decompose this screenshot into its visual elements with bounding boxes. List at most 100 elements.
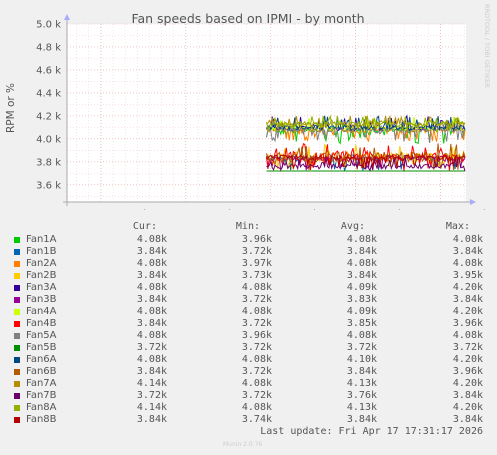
y-tick-label: 3.8 k xyxy=(36,157,61,168)
series-line-fan5a xyxy=(266,125,466,144)
legend-value-cur: 3.84k xyxy=(136,366,167,377)
series-line-fan6b xyxy=(266,143,466,171)
legend-value-avg: 4.13k xyxy=(346,402,377,413)
legend-value-avg: 4.08k xyxy=(346,258,377,269)
legend-swatch xyxy=(14,285,20,291)
legend-header-cur: Cur: xyxy=(132,221,157,232)
y-tick-label: 4.4 k xyxy=(36,88,61,99)
legend-swatch xyxy=(14,381,20,387)
y-axis-arrow xyxy=(64,14,70,20)
legend-series-name: Fan3B xyxy=(26,294,57,305)
y-axis-label: RPM or % xyxy=(5,83,17,133)
legend-value-cur: 3.84k xyxy=(136,318,167,329)
legend-row-fan1a: Fan1A 4.08k 3.96k 4.08k 4.08k xyxy=(0,234,497,246)
legend-value-cur: 3.84k xyxy=(136,246,167,257)
legend-row-fan6b: Fan6B 3.84k 3.72k 3.84k 3.96k xyxy=(0,366,497,378)
series-line-fan8a xyxy=(266,114,466,132)
legend-series-name: Fan2B xyxy=(26,270,57,281)
legend-header-min: Min: xyxy=(235,221,260,232)
legend-value-avg: 3.84k xyxy=(346,270,377,281)
legend-value-min: 3.74k xyxy=(241,414,272,425)
legend-row-fan1b: Fan1B 3.84k 3.72k 3.84k 3.84k xyxy=(0,246,497,258)
legend-series-name: Fan5B xyxy=(26,342,57,353)
legend-row-fan8a: Fan8A 4.14k 4.08k 4.13k 4.20k xyxy=(0,402,497,414)
legend-value-cur: 3.72k xyxy=(136,390,167,401)
legend-value-cur: 3.72k xyxy=(136,342,167,353)
y-tick-label: 4.8 k xyxy=(36,42,61,53)
legend-value-cur: 4.08k xyxy=(136,234,167,245)
series-line-fan8b xyxy=(266,153,466,170)
legend-row-fan6a: Fan6A 4.08k 4.08k 4.10k 4.20k xyxy=(0,354,497,366)
legend-series-name: Fan6A xyxy=(26,354,57,365)
legend-swatch xyxy=(14,321,20,327)
legend-value-cur: 3.84k xyxy=(136,270,167,281)
x-tick-label: Week 16 xyxy=(461,209,497,210)
legend-swatch xyxy=(14,333,20,339)
legend-series-name: Fan7B xyxy=(26,390,57,401)
legend-series-name: Fan1A xyxy=(26,234,57,245)
legend-value-min: 4.08k xyxy=(241,282,272,293)
legend-series-name: Fan4A xyxy=(26,306,57,317)
legend-value-cur: 4.14k xyxy=(136,402,167,413)
series-line-fan7a xyxy=(266,115,466,131)
legend-value-cur: 4.08k xyxy=(136,330,167,341)
legend-header-avg: Avg: xyxy=(340,221,365,232)
rrdtool-watermark: RRDTOOL / TOBI OETIKER xyxy=(483,4,491,88)
legend-value-max: 4.20k xyxy=(452,354,483,365)
legend-swatch xyxy=(14,369,20,375)
legend-row-fan4b: Fan4B 3.84k 3.72k 3.85k 3.96k xyxy=(0,318,497,330)
legend-value-min: 4.08k xyxy=(241,306,272,317)
legend-value-max: 3.84k xyxy=(452,246,483,257)
legend-swatch xyxy=(14,357,20,363)
legend-value-max: 4.08k xyxy=(452,330,483,341)
legend-value-cur: 4.08k xyxy=(136,258,167,269)
legend-value-avg: 4.09k xyxy=(346,306,377,317)
legend-series-name: Fan2A xyxy=(26,258,57,269)
legend-value-avg: 3.76k xyxy=(346,390,377,401)
legend-value-cur: 4.08k xyxy=(136,282,167,293)
legend-header: Cur: Min: Avg: Max: xyxy=(0,221,497,233)
legend-value-avg: 4.09k xyxy=(346,282,377,293)
legend-value-max: 3.96k xyxy=(452,318,483,329)
legend-value-avg: 3.72k xyxy=(346,342,377,353)
legend-swatch xyxy=(14,237,20,243)
legend-value-max: 4.20k xyxy=(452,306,483,317)
legend-value-max: 3.95k xyxy=(452,270,483,281)
legend-value-avg: 3.85k xyxy=(346,318,377,329)
series-line-fan2a xyxy=(266,126,466,143)
y-tick-label: 4.6 k xyxy=(36,65,61,76)
legend-value-max: 3.72k xyxy=(452,342,483,353)
legend-value-min: 3.73k xyxy=(241,270,272,281)
last-update-text: Last update: Fri Apr 17 17:31:17 2026 xyxy=(260,426,483,437)
legend-row-fan4a: Fan4A 4.08k 4.08k 4.09k 4.20k xyxy=(0,306,497,318)
chart-title: Fan speeds based on IPMI - by month xyxy=(131,11,364,26)
legend-value-min: 3.72k xyxy=(241,294,272,305)
legend-value-avg: 3.84k xyxy=(346,414,377,425)
legend-row-fan7b: Fan7B 3.72k 3.72k 3.76k 3.84k xyxy=(0,390,497,402)
x-tick-label: Week 13 xyxy=(207,209,250,210)
munin-version: Munin 2.0.76 xyxy=(223,441,263,448)
legend-value-max: 3.96k xyxy=(452,366,483,377)
legend-swatch xyxy=(14,417,20,423)
legend-value-max: 3.84k xyxy=(452,294,483,305)
x-tick-label: Week 12 xyxy=(122,209,165,210)
legend-series-name: Fan7A xyxy=(26,378,57,389)
legend-row-fan5b: Fan5B 3.72k 3.72k 3.72k 3.72k xyxy=(0,342,497,354)
legend-series-name: Fan1B xyxy=(26,246,57,257)
legend-value-min: 3.97k xyxy=(241,258,272,269)
legend-value-cur: 4.14k xyxy=(136,378,167,389)
legend-series-name: Fan3A xyxy=(26,282,57,293)
legend-swatch xyxy=(14,393,20,399)
legend-series-name: Fan5A xyxy=(26,330,57,341)
legend-row-fan2a: Fan2A 4.08k 3.97k 4.08k 4.08k xyxy=(0,258,497,270)
legend-value-max: 3.84k xyxy=(452,414,483,425)
legend-row-fan2b: Fan2B 3.84k 3.73k 3.84k 3.95k xyxy=(0,270,497,282)
legend-value-avg: 4.08k xyxy=(346,330,377,341)
legend-row-fan3b: Fan3B 3.84k 3.72k 3.83k 3.84k xyxy=(0,294,497,306)
legend-value-max: 4.08k xyxy=(452,258,483,269)
legend-value-max: 4.08k xyxy=(452,234,483,245)
legend-value-cur: 4.08k xyxy=(136,354,167,365)
legend-value-avg: 4.08k xyxy=(346,234,377,245)
legend-swatch xyxy=(14,345,20,351)
y-tick-label: 4.2 k xyxy=(36,111,61,122)
